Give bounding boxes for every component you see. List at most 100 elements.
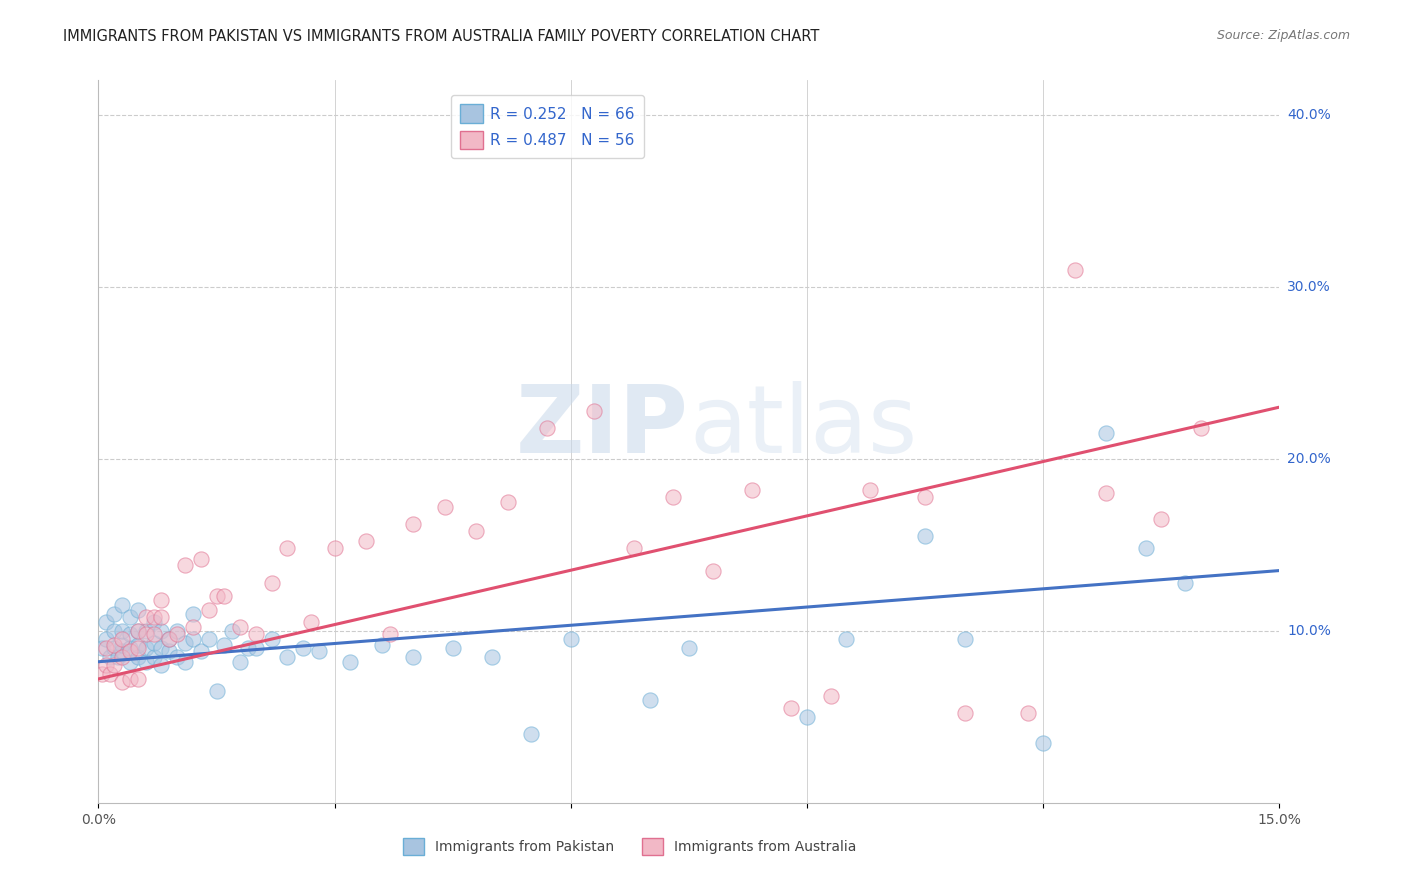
Point	[91, 666, 114, 681]
Point	[662, 490, 685, 504]
Point	[127, 649, 149, 664]
Point	[103, 640, 125, 655]
Point	[229, 620, 252, 634]
Point	[111, 649, 134, 664]
Point	[260, 632, 283, 647]
Point	[157, 644, 180, 658]
Text: IMMIGRANTS FROM PAKISTAN VS IMMIGRANTS FROM AUSTRALIA FAMILY POVERTY CORRELATION: IMMIGRANTS FROM PAKISTAN VS IMMIGRANTS F…	[63, 29, 820, 44]
Point	[127, 638, 149, 652]
Point	[1174, 575, 1197, 590]
Point	[127, 624, 149, 638]
Point	[371, 638, 394, 652]
Point	[433, 500, 456, 514]
Point	[174, 636, 197, 650]
Point	[299, 615, 322, 630]
Point	[520, 727, 543, 741]
Point	[107, 649, 129, 664]
Point	[150, 624, 173, 638]
Point	[953, 632, 976, 647]
Point	[260, 575, 283, 590]
Text: Source: ZipAtlas.com: Source: ZipAtlas.com	[1216, 29, 1350, 42]
Point	[111, 598, 134, 612]
Point	[142, 649, 165, 664]
Point	[796, 710, 818, 724]
Point	[98, 649, 121, 664]
Legend: Immigrants from Pakistan, Immigrants from Australia: Immigrants from Pakistan, Immigrants fro…	[398, 833, 862, 861]
Point	[402, 517, 425, 532]
Point	[214, 590, 236, 604]
Point	[118, 655, 141, 669]
Point	[150, 640, 173, 655]
Point	[214, 638, 236, 652]
Point	[323, 541, 346, 556]
Point	[174, 655, 197, 669]
Point	[953, 706, 976, 721]
Point	[135, 655, 157, 669]
Point	[135, 640, 157, 655]
Point	[118, 644, 141, 658]
Point	[135, 610, 157, 624]
Point	[166, 649, 188, 664]
Point	[96, 640, 118, 655]
Point	[1135, 541, 1157, 556]
Point	[1095, 486, 1118, 500]
Text: 20.0%: 20.0%	[1288, 451, 1331, 466]
Point	[157, 632, 180, 647]
Point	[197, 632, 219, 647]
Point	[174, 558, 197, 573]
Point	[111, 644, 134, 658]
Point	[181, 620, 204, 634]
Point	[181, 632, 204, 647]
Point	[820, 689, 842, 703]
Point	[190, 551, 212, 566]
Point	[118, 640, 141, 655]
Point	[1063, 262, 1085, 277]
Point	[914, 529, 936, 543]
Point	[91, 640, 114, 655]
Point	[859, 483, 882, 497]
Point	[103, 607, 125, 621]
Point	[402, 649, 425, 664]
Point	[229, 655, 252, 669]
Point	[1032, 735, 1054, 749]
Point	[465, 524, 488, 538]
Point	[276, 649, 298, 664]
Point	[441, 640, 464, 655]
Point	[181, 607, 204, 621]
Point	[111, 632, 134, 647]
Text: ZIP: ZIP	[516, 381, 689, 473]
Point	[536, 421, 558, 435]
Point	[127, 640, 149, 655]
Point	[292, 640, 315, 655]
Point	[96, 615, 118, 630]
Point	[150, 658, 173, 673]
Point	[118, 627, 141, 641]
Point	[166, 624, 188, 638]
Point	[190, 644, 212, 658]
Point	[111, 638, 134, 652]
Point	[481, 649, 503, 664]
Point	[127, 672, 149, 686]
Point	[205, 684, 228, 698]
Point	[702, 564, 724, 578]
Point	[1189, 421, 1212, 435]
Point	[1017, 706, 1039, 721]
Point	[245, 627, 267, 641]
Point	[678, 640, 700, 655]
Point	[166, 627, 188, 641]
Point	[623, 541, 645, 556]
Point	[142, 636, 165, 650]
Point	[835, 632, 858, 647]
Point	[103, 658, 125, 673]
Point	[142, 615, 165, 630]
Point	[103, 638, 125, 652]
Point	[142, 627, 165, 641]
Point	[221, 624, 243, 638]
Point	[96, 632, 118, 647]
Text: 40.0%: 40.0%	[1288, 108, 1331, 121]
Point	[127, 624, 149, 638]
Point	[583, 403, 606, 417]
Point	[245, 640, 267, 655]
Text: 10.0%: 10.0%	[1288, 624, 1331, 638]
Point	[96, 658, 118, 673]
